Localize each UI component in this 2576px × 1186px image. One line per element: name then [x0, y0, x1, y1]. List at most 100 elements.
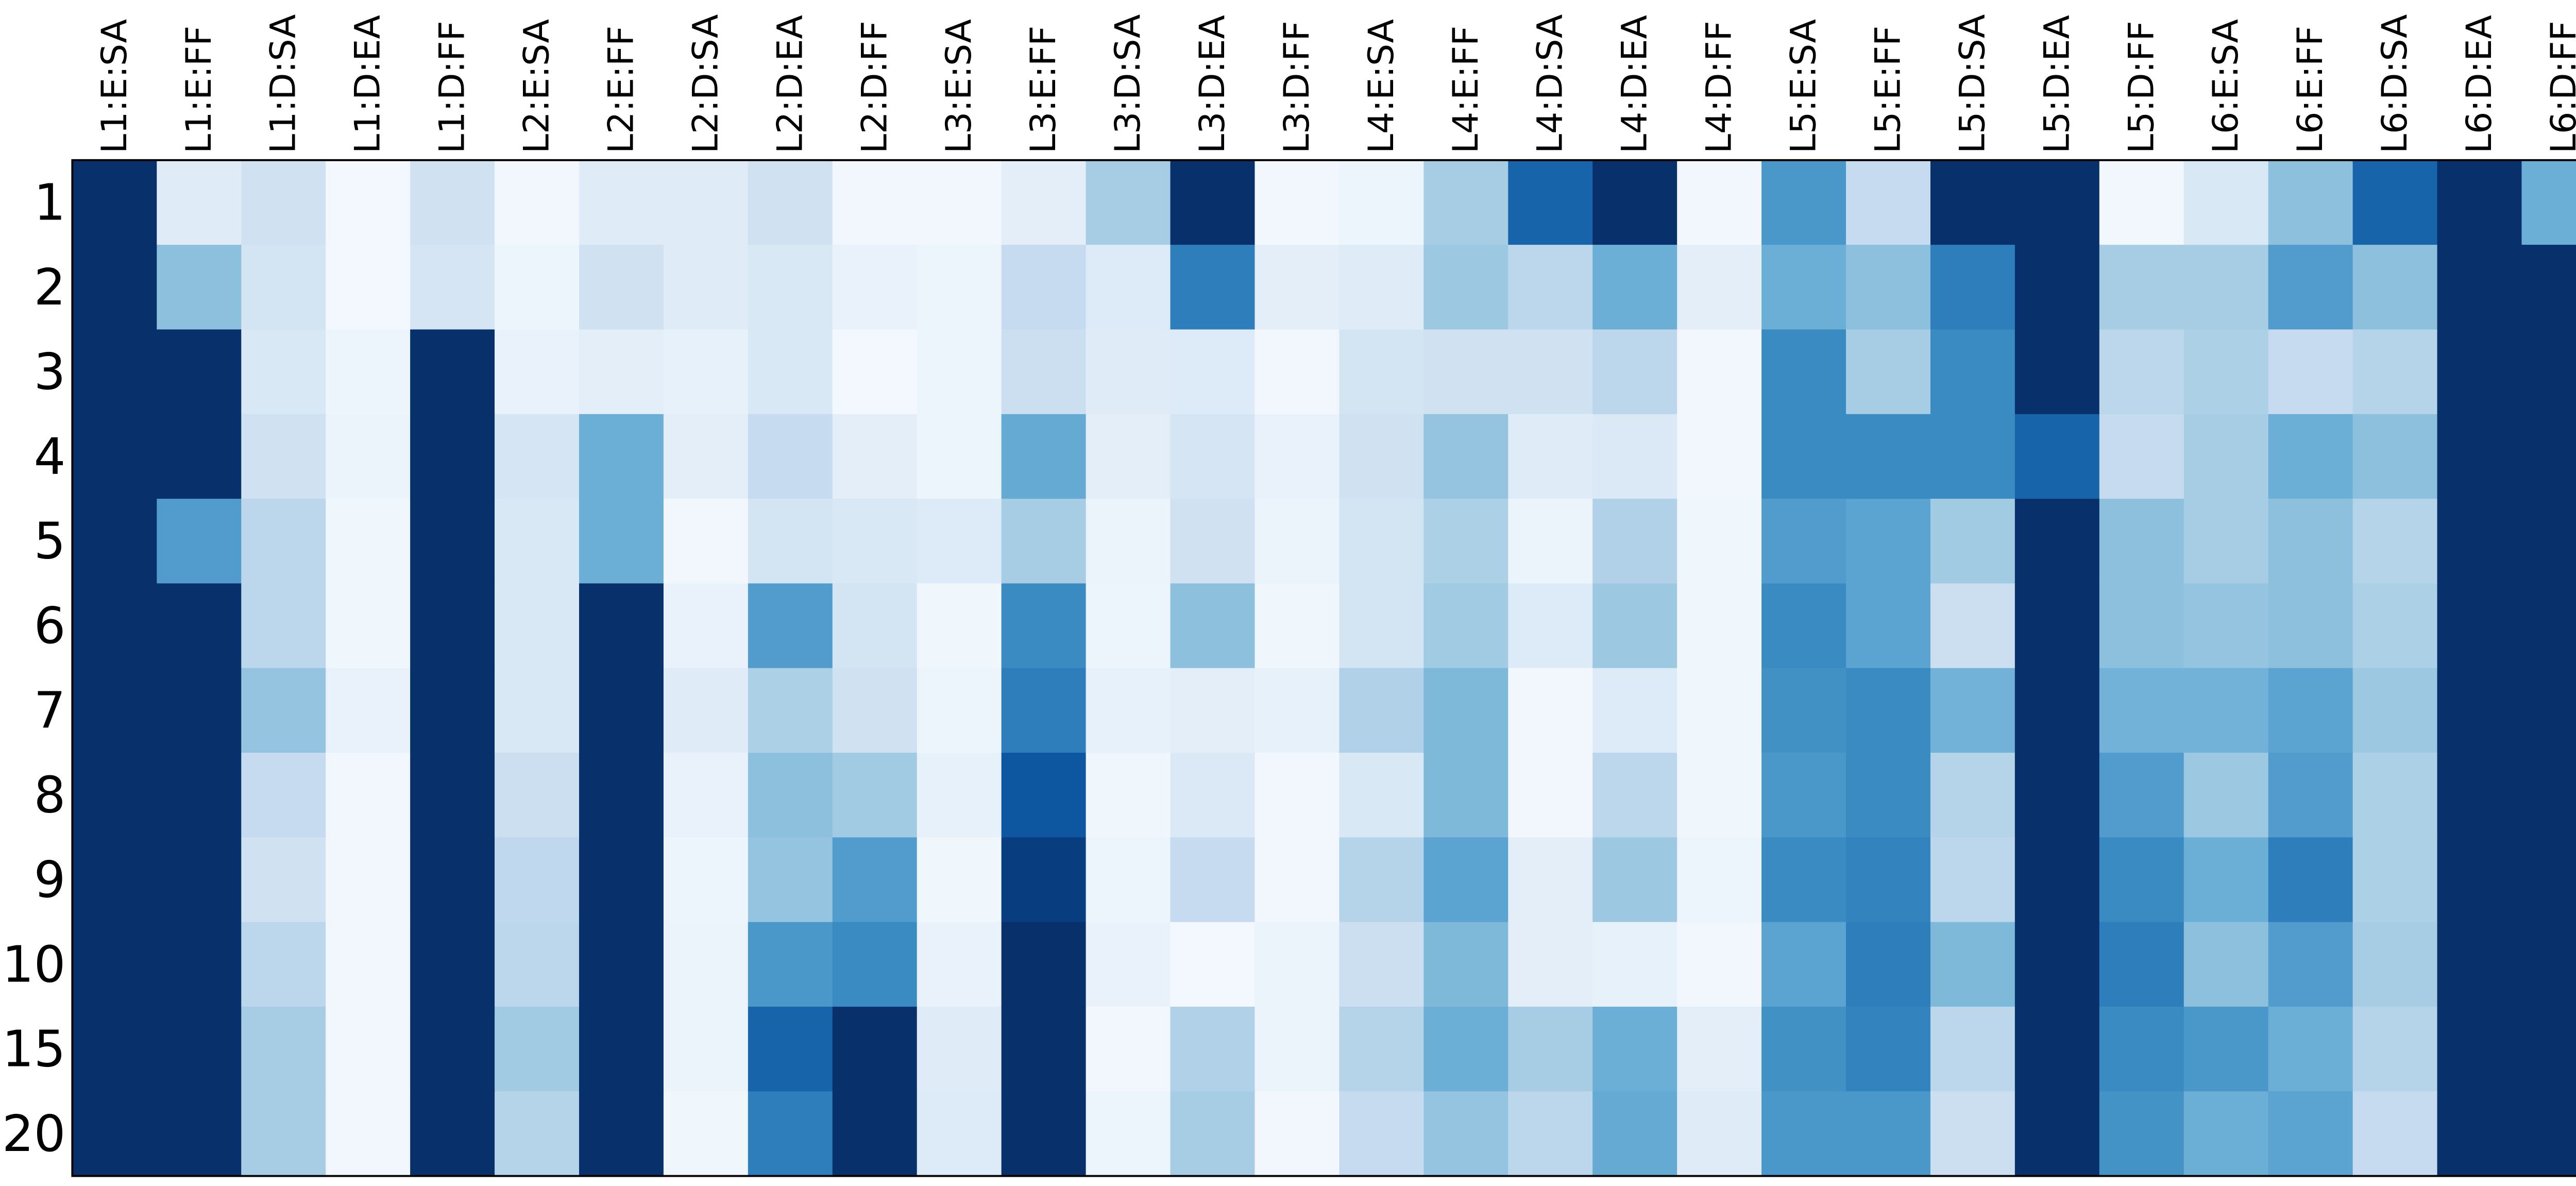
heatmap-cell: [241, 922, 327, 1008]
heatmap-cell: [748, 160, 834, 246]
heatmap-cell: [2521, 668, 2576, 754]
heatmap-cell: [2521, 583, 2576, 669]
heatmap-cell: [1930, 753, 2016, 838]
heatmap-cell: [157, 753, 242, 838]
heatmap-cell: [1339, 753, 1425, 838]
heatmap-cell: [1339, 160, 1425, 246]
heatmap-cell: [241, 414, 327, 500]
heatmap-cell: [2437, 583, 2522, 669]
heatmap-cell: [72, 922, 158, 1008]
heatmap-cell: [748, 329, 834, 415]
heatmap-cell: [72, 329, 158, 415]
heatmap-cell: [663, 583, 749, 669]
heatmap-cell: [495, 160, 580, 246]
x-tick-label: L3:E:SA: [939, 19, 979, 154]
heatmap-cell: [1423, 414, 1509, 500]
heatmap-cell: [2014, 837, 2100, 923]
x-tick-label: L6:D:EA: [2459, 15, 2500, 154]
y-tick-label: 8: [34, 766, 66, 824]
heatmap-cell: [2437, 414, 2522, 500]
heatmap-cell: [495, 1091, 580, 1177]
heatmap-cell: [1508, 499, 1594, 584]
y-tick-label: 4: [34, 427, 66, 485]
y-tick-label: 1: [34, 173, 66, 231]
heatmap-cell: [1170, 668, 1256, 754]
heatmap-cell: [2183, 499, 2269, 584]
heatmap-cell: [495, 922, 580, 1008]
heatmap-cell: [1592, 922, 1678, 1008]
heatmap-cell: [748, 922, 834, 1008]
heatmap-cell: [1592, 499, 1678, 584]
heatmap-cell: [1255, 160, 1340, 246]
x-tick-label: L5:E:FF: [1868, 26, 1908, 154]
heatmap-cell: [2352, 499, 2438, 584]
heatmap-cell: [2183, 414, 2269, 500]
heatmap-cell: [410, 329, 496, 415]
heatmap-cell: [748, 668, 834, 754]
heatmap-cell: [1761, 414, 1847, 500]
heatmap-cell: [410, 160, 496, 246]
heatmap-cell: [1423, 160, 1509, 246]
heatmap-cell: [326, 1091, 411, 1177]
heatmap-cell: [410, 837, 496, 923]
heatmap-cell: [157, 668, 242, 754]
heatmap-cell: [2521, 160, 2576, 246]
heatmap-cell: [1001, 922, 1087, 1008]
heatmap-cell: [1930, 160, 2016, 246]
heatmap-cell: [2014, 583, 2100, 669]
heatmap-cell: [1761, 160, 1847, 246]
x-tick-label: L6:D:FF: [2544, 21, 2576, 154]
heatmap-cell: [832, 414, 918, 500]
heatmap-cell: [1001, 1091, 1087, 1177]
heatmap-cell: [917, 922, 1002, 1008]
heatmap-cell: [2268, 922, 2353, 1008]
heatmap-cell: [2521, 1091, 2576, 1177]
heatmap-cell: [2099, 245, 2185, 330]
heatmap-cell: [2014, 499, 2100, 584]
heatmap-cell: [917, 499, 1002, 584]
heatmap-cell: [326, 245, 411, 330]
heatmap-cell: [1086, 837, 1171, 923]
heatmap-cell: [495, 499, 580, 584]
heatmap-cell: [495, 668, 580, 754]
x-tick-label: L3:E:FF: [1023, 26, 1064, 154]
heatmap-cell: [1170, 1091, 1256, 1177]
y-tick-label: 15: [2, 1020, 66, 1078]
heatmap-cell: [326, 753, 411, 838]
heatmap-cell: [1846, 245, 1931, 330]
heatmap-cell: [1592, 753, 1678, 838]
x-tick-label: L2:E:SA: [517, 19, 557, 154]
heatmap-cell: [748, 583, 834, 669]
heatmap-cell: [1339, 329, 1425, 415]
heatmap-cell: [1677, 583, 1762, 669]
heatmap-cell: [1086, 245, 1171, 330]
heatmap-cell: [2268, 245, 2353, 330]
heatmap-cell: [2352, 668, 2438, 754]
heatmap-cell: [2268, 583, 2353, 669]
heatmap-cell: [917, 329, 1002, 415]
heatmap-cell: [157, 1091, 242, 1177]
heatmap-cell: [663, 414, 749, 500]
heatmap-cell: [917, 837, 1002, 923]
heatmap-cell: [2352, 753, 2438, 838]
heatmap-cell: [663, 245, 749, 330]
heatmap-cell: [1086, 668, 1171, 754]
heatmap-cell: [579, 414, 665, 500]
heatmap-cell: [917, 583, 1002, 669]
heatmap-cell: [832, 922, 918, 1008]
heatmap-cell: [2014, 414, 2100, 500]
heatmap-cell: [1255, 1091, 1340, 1177]
heatmap-cell: [1170, 414, 1256, 500]
heatmap-cell: [832, 245, 918, 330]
heatmap-cell: [1170, 837, 1256, 923]
heatmap-cell: [579, 837, 665, 923]
heatmap-cell: [1508, 668, 1594, 754]
heatmap-cell: [2437, 668, 2522, 754]
heatmap-cell: [1592, 668, 1678, 754]
heatmap-cell: [663, 1006, 749, 1092]
heatmap-cell: [1930, 499, 2016, 584]
heatmap-cell: [241, 837, 327, 923]
heatmap-cell: [663, 499, 749, 584]
heatmap-cell: [579, 160, 665, 246]
heatmap-cell: [2014, 668, 2100, 754]
